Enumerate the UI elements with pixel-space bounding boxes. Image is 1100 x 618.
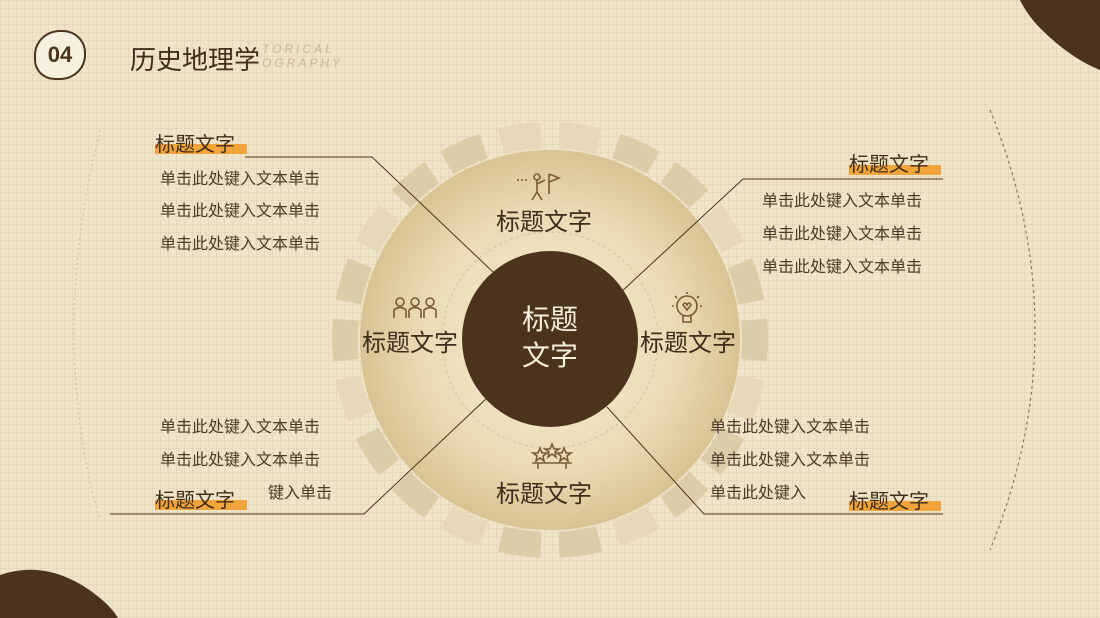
people-group-icon [393,297,437,318]
ring-segment [440,133,488,175]
callout-text-bottom-left-1: 单击此处键入文本单击 [160,417,321,436]
quadrant-label-right: 标题文字 [640,329,736,357]
quadrant-label-top: 标题文字 [496,208,592,236]
callout-text-bottom-left-2: 单击此处键入文本单击 [160,450,321,469]
callout-text-bottom-left-3: 键入单击 [268,483,333,502]
ring-segment [558,122,603,154]
center-circle [462,251,638,427]
callout-heading-bottom-right: 标题文字 [849,489,929,513]
callout-text-bottom-right-3: 单击此处键入 [710,483,807,502]
ring-segment [335,258,373,305]
ring-segment [335,375,373,422]
callout-heading-top-left: 标题文字 [155,132,235,156]
lightbulb-heart-icon [672,292,702,323]
callout-text-top-right-3: 单击此处键入文本单击 [762,257,923,276]
ring-segment [660,471,709,519]
ring-segment [660,161,709,209]
ring-segment [727,258,765,305]
ring-segment [612,133,660,175]
ring-segment [700,204,745,253]
heading-highlight [849,165,941,175]
slide-number-badge: 04 [34,30,86,80]
ring-segment [355,204,400,253]
ring-segment [741,318,768,362]
callout-text-top-left-1: 单击此处键入文本单击 [160,169,321,188]
ring-segment [391,161,440,209]
star-trophy-icon [530,441,574,469]
quadrant-label-bottom: 标题文字 [496,480,592,508]
center-title-line-2: 文字 [521,339,578,372]
page-title: 历史地理学 [130,46,261,76]
heading-highlight [155,500,247,510]
outer-ring-segments [332,122,768,558]
center-title-line-1: 标题 [521,303,578,336]
callout-heading-top-right: 标题文字 [849,152,929,176]
callout-text-top-right-2: 单击此处键入文本单击 [762,224,923,243]
center-title: 标题 文字 [500,302,600,374]
page-subtitle-english: TORICAL OGRAPHY [262,42,344,70]
connector-top-right [619,178,943,294]
heading-highlight [849,501,941,511]
outer-arc-right [989,109,1036,551]
ring-segment [558,526,603,558]
corner-shape-bottom-left [0,569,118,618]
ring-segment [497,526,542,558]
person-climbing-flag-icon [517,173,562,201]
ring-segment [700,427,745,476]
ring-segment [727,375,765,422]
connector-bottom-left [110,397,488,515]
ring-segment [612,505,660,547]
ring-segment [391,471,440,519]
outer-arc-left [73,129,101,521]
ring-segment [440,505,488,547]
connector-top-left [245,156,494,273]
ring-segment [332,318,359,362]
callout-text-top-left-2: 单击此处键入文本单击 [160,201,321,220]
callout-text-bottom-right-1: 单击此处键入文本单击 [710,417,871,436]
callout-text-top-right-1: 单击此处键入文本单击 [762,191,923,210]
callout-heading-bottom-left: 标题文字 [155,488,235,512]
quadrant-label-left: 标题文字 [362,329,458,357]
callout-text-bottom-right-2: 单击此处键入文本单击 [710,450,871,469]
corner-shape-top-right [1020,0,1100,70]
connector-bottom-right [606,406,943,515]
ring-segment [497,122,542,154]
callout-text-top-left-3: 单击此处键入文本单击 [160,234,321,253]
ring-segment [355,427,400,476]
heading-highlight [155,144,247,154]
